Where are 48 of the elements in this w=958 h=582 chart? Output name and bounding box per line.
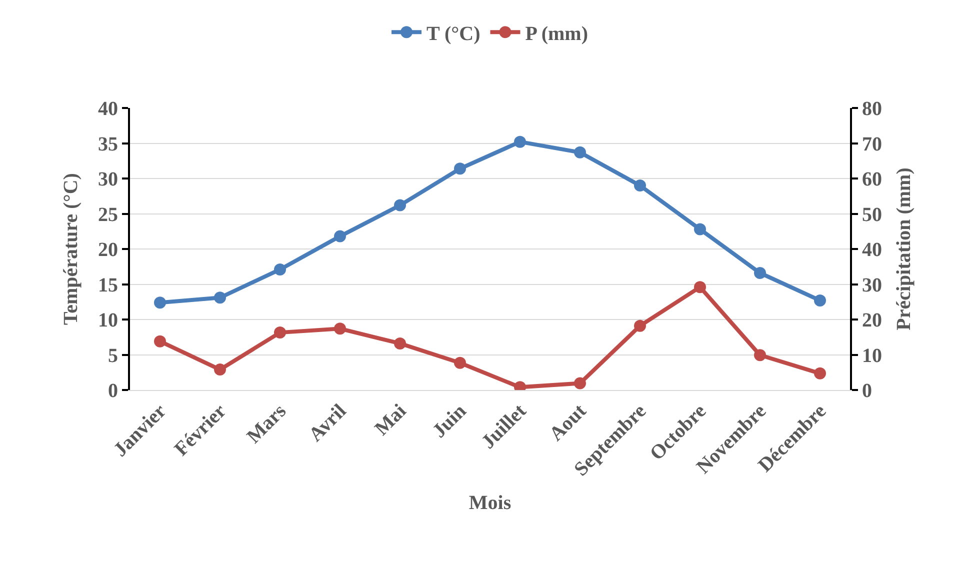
point [514, 136, 526, 148]
point [454, 356, 466, 369]
y-tick-label: 30 [98, 168, 118, 190]
legend-label: P (mm) [525, 22, 588, 45]
x-axis-title: Mois [468, 492, 512, 514]
point [214, 292, 226, 304]
y2-tick-label: 60 [862, 168, 882, 190]
point [214, 364, 226, 376]
y-axis-title: Température (°C) [60, 173, 82, 325]
y-tick-label: 20 [98, 239, 118, 261]
y2-tick-label: 50 [862, 204, 882, 226]
point [814, 294, 826, 306]
y-tick-label: 40 [98, 98, 118, 120]
point [634, 180, 646, 192]
y2-tick-label: 40 [862, 239, 882, 261]
x-tick-label: Juin [428, 400, 471, 442]
y-tick-label: 25 [98, 204, 118, 226]
point [454, 162, 466, 175]
point [694, 281, 706, 294]
y2-tick-label: 70 [862, 133, 882, 156]
y-tick-label: 5 [108, 344, 118, 367]
y-tick-label: 15 [98, 274, 118, 296]
point [334, 322, 346, 335]
point [394, 199, 406, 212]
point [814, 367, 826, 380]
point [754, 266, 766, 279]
point [394, 337, 406, 350]
point [334, 230, 346, 242]
y2-axis-title: Précipitation (mm) [893, 168, 915, 330]
point [694, 223, 706, 236]
y-tick-label: 10 [98, 310, 118, 332]
point [754, 349, 766, 362]
y2-tick-label: 80 [862, 98, 882, 120]
point [574, 146, 586, 158]
y2-tick-label: 30 [862, 274, 882, 296]
point [274, 263, 286, 276]
y2-tick-label: 10 [862, 344, 882, 367]
point [154, 335, 166, 348]
y-tick-label: 35 [98, 133, 118, 156]
point [154, 296, 166, 309]
x-tick-label: Mai [370, 400, 411, 440]
y-tick-label: 0 [108, 380, 118, 402]
y2-tick-label: 0 [862, 380, 872, 402]
point [634, 320, 646, 332]
point [574, 377, 586, 390]
y2-tick-label: 20 [862, 310, 882, 332]
point [274, 326, 286, 339]
legend-label: T (°C) [426, 22, 480, 45]
